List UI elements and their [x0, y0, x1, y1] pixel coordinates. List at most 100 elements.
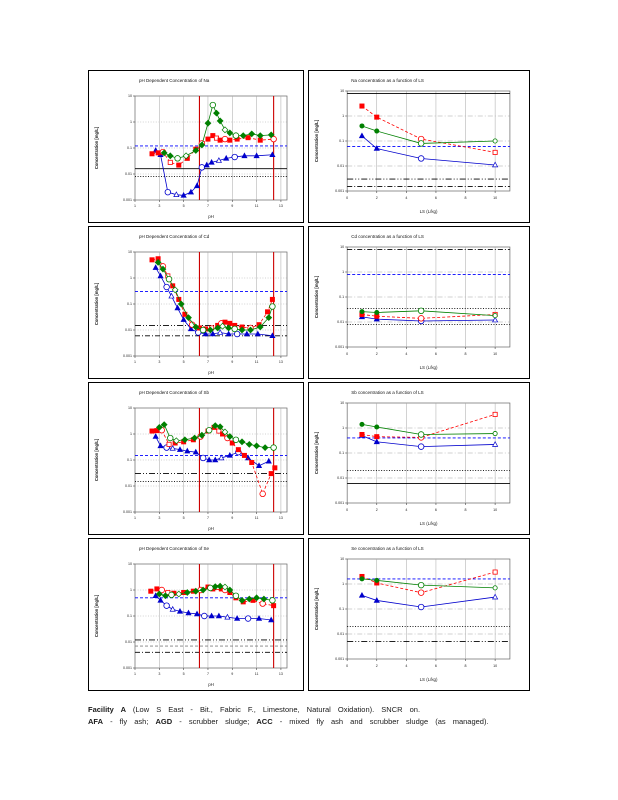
svg-text:0.001: 0.001: [123, 510, 132, 514]
caption-segment: ACC: [256, 716, 273, 726]
svg-text:10: 10: [128, 562, 132, 566]
svg-text:6: 6: [435, 196, 437, 200]
svg-text:0.1: 0.1: [127, 302, 132, 306]
svg-text:0: 0: [346, 664, 348, 668]
chart-ls-sb: 0 2 4 6 8 10 10 1 0.1 0.01 0.001 Sb concentration a…: [314, 390, 511, 526]
svg-text:11: 11: [255, 516, 259, 520]
caption-segment: - scrubber sludge;: [172, 716, 257, 726]
svg-text:2: 2: [376, 196, 378, 200]
caption-segment: AGD: [155, 716, 173, 726]
panel-ls-na: 0 2 4 6 8 10 10 1 0.1 0.01 0.001 Na concentration a…: [308, 70, 530, 223]
svg-text:0: 0: [346, 352, 348, 356]
caption-segment: - fly ash;: [103, 716, 156, 726]
svg-text:Concentration [mg/L]: Concentration [mg/L]: [314, 431, 319, 474]
svg-text:3: 3: [158, 204, 160, 208]
svg-text:0.01: 0.01: [337, 632, 344, 636]
svg-text:4: 4: [405, 196, 407, 200]
svg-text:0.01: 0.01: [125, 640, 132, 644]
svg-text:1: 1: [342, 426, 344, 430]
svg-text:1: 1: [134, 360, 136, 364]
svg-text:3: 3: [158, 672, 160, 676]
svg-text:3: 3: [158, 516, 160, 520]
svg-text:Na concentration as a function: Na concentration as a function of LS: [351, 78, 424, 83]
svg-text:0: 0: [346, 196, 348, 200]
figure-caption: Facility A (Low S East - Bit., Fabric F.…: [88, 704, 530, 727]
panel-ls-se: 0 2 4 6 8 10 10 1 0.1 0.01 0.001 Se concentration a…: [308, 538, 530, 691]
svg-text:Sb concentration as a function: Sb concentration as a function of LS: [351, 390, 423, 395]
svg-text:10: 10: [340, 245, 344, 249]
svg-text:10: 10: [128, 406, 132, 410]
svg-text:10: 10: [128, 94, 132, 98]
svg-text:0.01: 0.01: [125, 328, 132, 332]
svg-text:pH Dependent Concentration of: pH Dependent Concentration of Na: [139, 78, 210, 83]
svg-text:13: 13: [279, 672, 283, 676]
svg-text:11: 11: [255, 360, 259, 364]
svg-text:2: 2: [376, 508, 378, 512]
panel-ls-sb: 0 2 4 6 8 10 10 1 0.1 0.01 0.001 Sb concentration a…: [308, 382, 530, 535]
svg-text:5: 5: [183, 516, 185, 520]
svg-text:10: 10: [493, 196, 497, 200]
svg-text:LS (L/kg): LS (L/kg): [420, 209, 438, 214]
svg-text:7: 7: [207, 672, 209, 676]
svg-text:Concentration [mg/L]: Concentration [mg/L]: [314, 275, 319, 318]
svg-text:1: 1: [342, 114, 344, 118]
svg-text:pH: pH: [208, 370, 214, 375]
svg-text:7: 7: [207, 516, 209, 520]
svg-text:8: 8: [465, 664, 467, 668]
svg-text:0.01: 0.01: [125, 172, 132, 176]
svg-text:0.001: 0.001: [123, 198, 132, 202]
svg-text:0.1: 0.1: [339, 295, 344, 299]
svg-text:Concentration [mg/L]: Concentration [mg/L]: [94, 594, 99, 637]
chart-ls-na: 0 2 4 6 8 10 10 1 0.1 0.01 0.001 Na concentration a…: [314, 78, 511, 214]
svg-text:11: 11: [255, 204, 259, 208]
svg-text:13: 13: [279, 516, 283, 520]
svg-text:0.1: 0.1: [339, 451, 344, 455]
svg-text:Concentration [mg/L]: Concentration [mg/L]: [314, 119, 319, 162]
svg-text:10: 10: [340, 89, 344, 93]
svg-text:6: 6: [435, 664, 437, 668]
svg-text:pH: pH: [208, 214, 214, 219]
svg-text:0.001: 0.001: [123, 666, 132, 670]
svg-text:10: 10: [128, 250, 132, 254]
svg-text:10: 10: [493, 352, 497, 356]
svg-text:9: 9: [231, 672, 233, 676]
caption-line-2: AFA - fly ash; AGD - scrubber sludge; AC…: [88, 716, 530, 728]
svg-text:1: 1: [134, 672, 136, 676]
svg-text:Se concentration as a function: Se concentration as a function of LS: [351, 546, 423, 551]
svg-text:1: 1: [130, 120, 132, 124]
panel-ph-sb: 1 3 5 7 9 11 13 10 1 0.1 0.01 0.001 pH Dependent Con…: [88, 382, 304, 535]
svg-text:Concentration [mg/L]: Concentration [mg/L]: [94, 438, 99, 481]
svg-text:6: 6: [435, 352, 437, 356]
figure-grid: 1 3 5 7 9 11 13 10 1 0.1 0.01 0.001 pH Dependent Con…: [88, 70, 530, 691]
svg-text:LS (L/kg): LS (L/kg): [420, 677, 438, 682]
svg-text:8: 8: [465, 196, 467, 200]
svg-text:pH: pH: [208, 682, 214, 687]
svg-text:0.001: 0.001: [335, 657, 344, 661]
svg-text:4: 4: [405, 352, 407, 356]
svg-text:5: 5: [183, 360, 185, 364]
svg-text:0: 0: [346, 508, 348, 512]
svg-text:5: 5: [183, 672, 185, 676]
svg-text:0.01: 0.01: [337, 164, 344, 168]
svg-text:0.01: 0.01: [125, 484, 132, 488]
svg-text:LS (L/kg): LS (L/kg): [420, 521, 438, 526]
svg-text:0.01: 0.01: [337, 320, 344, 324]
svg-text:7: 7: [207, 204, 209, 208]
svg-text:0.001: 0.001: [335, 189, 344, 193]
panel-ph-cd: 1 3 5 7 9 11 13 10 1 0.1 0.01 0.001 pH Dependent Con…: [88, 226, 304, 379]
svg-text:8: 8: [465, 352, 467, 356]
svg-text:0.001: 0.001: [335, 345, 344, 349]
svg-text:1: 1: [130, 432, 132, 436]
svg-text:9: 9: [231, 516, 233, 520]
svg-text:6: 6: [435, 508, 437, 512]
svg-text:1: 1: [342, 270, 344, 274]
svg-text:4: 4: [405, 664, 407, 668]
svg-text:4: 4: [405, 508, 407, 512]
svg-text:1: 1: [130, 276, 132, 280]
caption-line-1: Facility A (Low S East - Bit., Fabric F.…: [88, 704, 530, 716]
svg-text:pH: pH: [208, 526, 214, 531]
caption-segment: Facility A: [88, 705, 133, 714]
